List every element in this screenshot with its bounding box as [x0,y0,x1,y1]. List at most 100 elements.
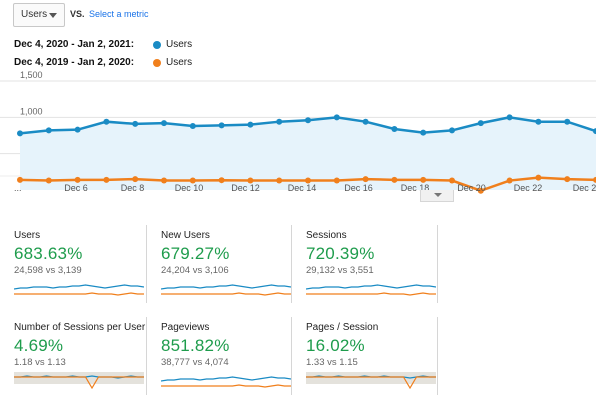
data-point [362,118,369,125]
scorecard-sessions[interactable]: Sessions 720.39% 29,132 vs 3,551 [292,225,438,303]
sparkline-current [14,284,144,290]
data-point [362,176,369,183]
scorecard-change: 16.02% [306,336,365,355]
data-point [535,174,542,181]
data-point [247,121,254,128]
x-tick-label: ... [14,183,22,193]
sparkline-previous [306,292,436,296]
x-tick-label: Dec 6 [64,183,88,193]
scorecard-sessions-per-user[interactable]: Number of Sessions per User 4.69% 1.18 v… [0,317,146,395]
x-tick-label: Dec 10 [175,183,204,193]
y-tick-label: 1,500 [20,70,43,80]
chevron-down-icon [434,193,442,197]
data-point [45,177,52,184]
metric-select-label: Users [21,9,48,20]
legend-dot-previous [153,59,161,67]
sparkline [14,284,144,296]
scorecard-change: 679.27% [161,244,230,263]
data-point [17,176,23,183]
scorecard-title: Pages / Session [306,322,379,333]
scorecard-pageviews[interactable]: Pageviews 851.82% 38,777 vs 4,074 [146,317,292,395]
chevron-down-icon [49,13,57,18]
data-point [74,176,81,183]
data-point [391,176,398,183]
sparkline-previous [14,376,144,389]
scorecard-title: Sessions [306,230,347,241]
data-point [74,126,81,133]
data-point [477,187,484,194]
data-point [420,129,427,136]
data-point [593,128,596,135]
metric-select[interactable]: Users [13,3,65,27]
vs-label: VS. [70,9,85,19]
scorecard-users[interactable]: Users 683.63% 24,598 vs 3,139 [0,225,146,303]
sparkline-previous [161,384,291,388]
data-point [506,177,513,184]
data-point [132,120,139,127]
data-point [477,120,484,127]
sparkline-previous [161,292,291,296]
sparkline [306,284,436,296]
sparkline-previous [14,292,144,296]
scorecard-change: 4.69% [14,336,64,355]
sparkline-current [161,376,291,382]
date-range-previous: Dec 4, 2019 - Jan 2, 2020: [14,57,135,68]
scorecard-title: Number of Sessions per User [14,322,146,333]
x-tick-label: Dec 22 [514,183,543,193]
legend-label-previous: Users [166,57,193,68]
scorecard-compare: 1.18 vs 1.13 [14,357,66,368]
legend-label-current: Users [166,39,193,50]
data-point [17,130,23,137]
sparkline-previous [306,376,436,389]
data-point [247,177,254,184]
data-point [103,176,110,183]
data-point [333,114,340,121]
scorecard-change: 683.63% [14,244,83,263]
sparkline-current [306,284,436,290]
select-metric-link[interactable]: Select a metric [89,9,149,19]
scorecard-compare: 24,204 vs 3,106 [161,265,229,276]
x-tick-label: Dec 18 [401,183,430,193]
data-point [593,176,596,183]
data-point [132,176,139,183]
data-point [449,127,455,134]
data-point [189,123,196,130]
y-tick-label: 1,000 [20,106,43,116]
data-point [449,177,455,184]
scorecard-new-users[interactable]: New Users 679.27% 24,204 vs 3,106 [146,225,292,303]
sparkline [161,284,291,296]
sparkline [161,376,291,388]
data-point [218,177,225,184]
data-point [103,118,110,125]
data-point [420,176,427,183]
scorecard-compare: 1.33 vs 1.15 [306,357,358,368]
scorecard-compare: 29,132 vs 3,551 [306,265,374,276]
scorecard-change: 851.82% [161,336,230,355]
x-tick-label: Dec 16 [344,183,373,193]
data-point [305,117,311,124]
scorecard-compare: 38,777 vs 4,074 [161,357,229,368]
data-point [276,177,283,184]
sparkline [14,372,144,389]
scorecard-title: Users [14,230,41,241]
data-point [218,122,225,129]
x-tick-label: Dec 12 [231,183,260,193]
x-tick-label: Dec 14 [288,183,317,193]
scorecard-change: 720.39% [306,244,375,263]
data-point [506,114,513,121]
date-range-current: Dec 4, 2020 - Jan 2, 2021: [14,39,135,50]
chart-expand-toggle[interactable] [420,190,454,202]
data-point [333,177,340,184]
sparkline-band [306,372,436,384]
sparkline [306,372,436,389]
scorecard-title: New Users [161,230,210,241]
data-point [305,177,311,184]
legend-dot-current [153,41,161,49]
data-point [535,118,542,125]
scorecard-pages-per-session[interactable]: Pages / Session 16.02% 1.33 vs 1.15 [292,317,438,395]
scorecard-compare: 24,598 vs 3,139 [14,265,82,276]
sparkline-band [14,372,144,384]
scorecard-title: Pageviews [161,322,210,333]
data-point [189,177,196,184]
